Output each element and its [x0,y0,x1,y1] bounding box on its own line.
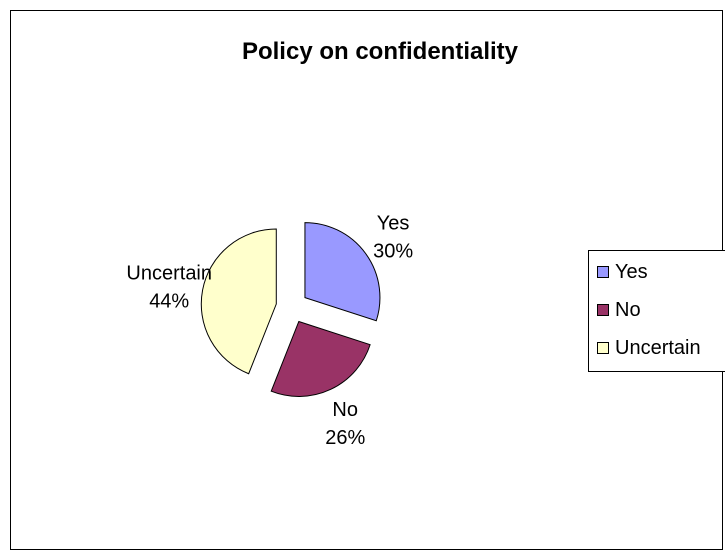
pie-slice-no [270,320,371,397]
legend-label-no: No [615,298,641,321]
legend-label-uncertain: Uncertain [615,336,701,359]
legend-item-uncertain: Uncertain [597,337,701,359]
legend-item-yes: Yes [597,261,648,283]
legend-swatch-uncertain [597,342,609,354]
legend: Yes No Uncertain [588,250,725,372]
legend-swatch-yes [597,266,609,278]
slice-label-uncertain: Uncertain 44% [126,263,212,313]
slice-label-yes: Yes 30% [373,213,413,263]
legend-label-yes: Yes [615,260,648,283]
slice-label-no: No 26% [325,399,365,449]
legend-item-no: No [597,299,641,321]
pie-chart: Yes 30% No 26% Uncertain 44% [126,213,413,450]
pie-slice-uncertain [200,228,277,375]
chart-title: Policy on confidentiality [241,38,519,65]
legend-swatch-no [597,304,609,316]
pie-slice-yes [304,222,381,322]
